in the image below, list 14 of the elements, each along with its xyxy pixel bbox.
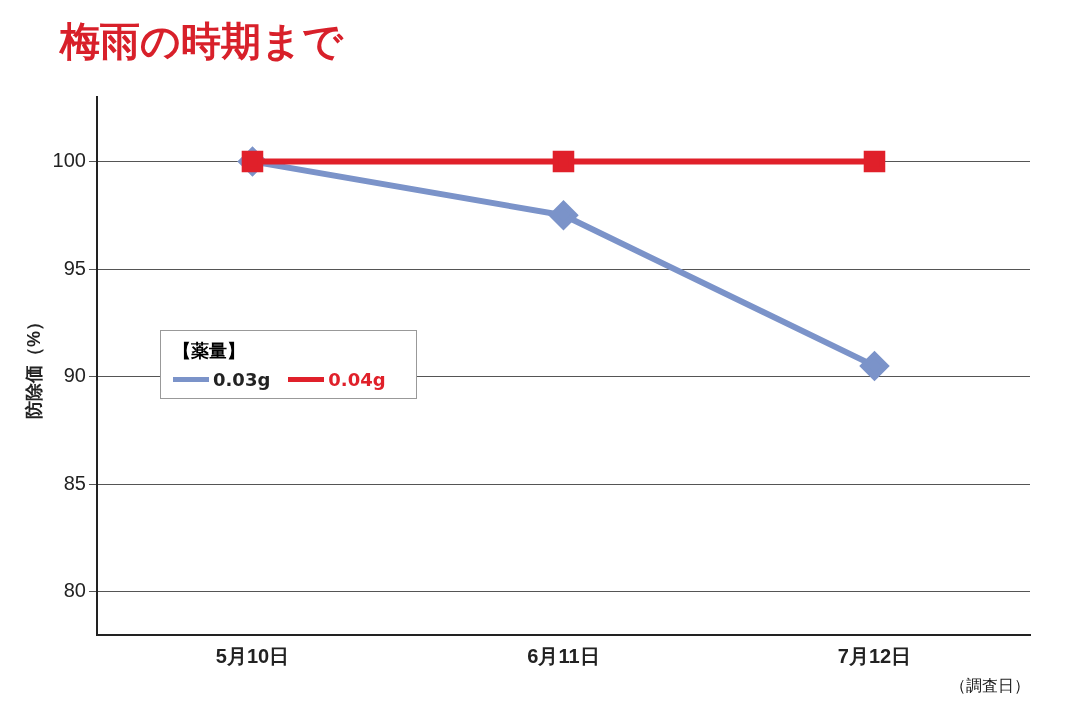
- legend-title: 【薬量】: [173, 339, 246, 363]
- x-tick-label: 7月12日: [837, 645, 912, 668]
- y-tick-label: 95: [63, 256, 86, 279]
- x-axis-title: （調査日）: [950, 676, 1030, 694]
- chart-title: 梅雨の時期まで: [60, 17, 343, 66]
- y-axis-title: 防除価（%）: [23, 312, 44, 419]
- legend-label: 0.04g: [328, 369, 386, 390]
- legend-label: 0.03g: [213, 369, 271, 390]
- x-tick-label: 5月10日: [215, 645, 290, 668]
- y-tick-label: 90: [63, 364, 86, 387]
- y-tick-label: 85: [63, 471, 86, 494]
- x-tick-label: 6月11日: [527, 645, 600, 668]
- y-tick-label: 100: [52, 149, 86, 172]
- y-tick-label: 80: [63, 579, 86, 602]
